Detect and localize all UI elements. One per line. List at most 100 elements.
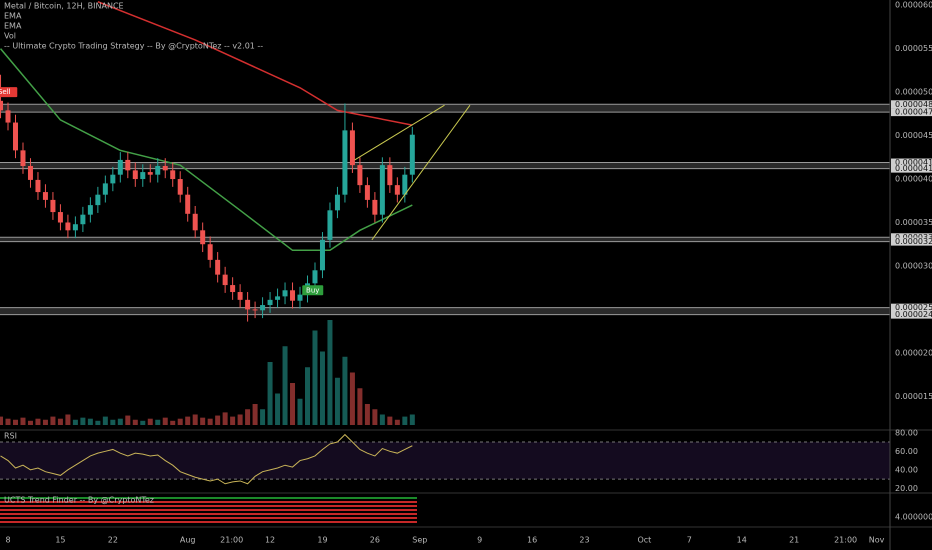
volume-bar: [275, 393, 281, 425]
volume-bar: [170, 420, 176, 425]
candle-body: [177, 179, 183, 195]
volume-bar: [192, 414, 198, 425]
volume-bar: [342, 356, 348, 425]
trend-stripes: [0, 497, 417, 523]
y-tick-label: 40.00: [895, 465, 918, 474]
level-label-box: [891, 108, 932, 117]
volume-bar: [402, 416, 408, 425]
y-tick-label: 60.00: [895, 447, 918, 456]
rsi-line: [0, 433, 413, 485]
candle-body: [162, 166, 168, 171]
x-tick-label: 7: [687, 536, 692, 545]
level-label-box: [891, 233, 932, 242]
x-tick-label: 23: [579, 536, 589, 545]
candle-body: [372, 199, 378, 215]
candle-body: [237, 292, 243, 300]
candle-body: [170, 170, 176, 180]
candle-body: [35, 179, 41, 193]
volume-bar: [387, 416, 393, 425]
volume-bar: [252, 404, 258, 425]
candle-body: [312, 270, 318, 284]
candle-body: [409, 134, 415, 175]
volume-bar: [110, 419, 116, 425]
volume-bar: [140, 420, 146, 425]
candle-body: [0, 100, 4, 111]
level-label: 0.00003280: [895, 237, 932, 246]
volume-bar: [260, 409, 266, 425]
level-label: 0.00004770: [895, 108, 932, 117]
candle-body: [50, 199, 56, 213]
candle-body: [319, 239, 325, 271]
candle-body: [282, 290, 288, 297]
volume-bar: [319, 351, 325, 425]
volume-bar: [394, 419, 400, 425]
x-tick-label: 9: [477, 536, 482, 545]
rsi-band: [0, 442, 890, 480]
volume-bar: [95, 420, 101, 425]
y-tick-label: 4.00000000: [895, 513, 932, 522]
candle-body: [267, 299, 273, 306]
volume-bar: [334, 377, 340, 425]
candle-body: [297, 294, 303, 301]
candle-body: [342, 130, 348, 195]
y-tick-label: 20.00: [895, 484, 918, 493]
volume-bar: [237, 414, 243, 425]
level-label: 0.00004190: [895, 158, 932, 167]
level-label-box: [891, 164, 932, 173]
x-tick-label: 8: [5, 536, 10, 545]
x-tick-label: 16: [527, 536, 537, 545]
volume-bar: [177, 418, 183, 425]
y-tick-label: 80.00: [895, 428, 918, 437]
trend-stripe: [0, 497, 417, 499]
volume-bar: [409, 414, 415, 425]
candle-body: [140, 172, 146, 180]
candle-body: [147, 172, 153, 175]
chart-title: Metal / Bitcoin, 12H, BINANCE: [4, 2, 124, 11]
trend-stripe: [0, 505, 417, 507]
volume-bar: [117, 418, 123, 425]
volume-bar: [20, 417, 26, 425]
ema-line: [97, 1, 413, 126]
volume-bar: [57, 418, 63, 425]
zone: [0, 237, 890, 242]
x-tick-label: 21:00: [220, 536, 243, 545]
x-tick-label: 26: [370, 536, 380, 545]
level-label: 0.00004860: [895, 100, 932, 109]
candle-body: [57, 212, 63, 223]
candle-body: [387, 165, 393, 186]
candle-body: [327, 210, 333, 240]
ema-line: [0, 48, 413, 252]
level-label-box: [891, 310, 932, 319]
candle-body: [357, 165, 363, 186]
candle-body: [364, 185, 370, 200]
zone: [0, 307, 890, 315]
volume-bar: [87, 418, 93, 425]
volume-bar: [215, 415, 221, 425]
volume-bar: [185, 416, 191, 425]
main-layer: [0, 1, 471, 485]
trend-stripe: [0, 521, 417, 523]
trend-stripe: [0, 509, 417, 511]
candle-body: [132, 170, 138, 180]
candle-body: [290, 290, 296, 301]
volume-bar: [5, 418, 11, 425]
volume-bar: [50, 416, 56, 425]
volume-bar: [372, 409, 378, 425]
trend-stripe: [0, 501, 417, 503]
x-tick-label: 22: [108, 536, 118, 545]
x-tick-label: Aug: [180, 536, 196, 545]
level-label: 0.00002520: [895, 303, 932, 312]
x-tick-label: 14: [737, 536, 747, 545]
trend-line: [354, 104, 445, 161]
trend-line: [371, 104, 471, 241]
level-label-box: [891, 158, 932, 167]
signal-box: [0, 87, 18, 98]
y-tick-label: 0.00003500: [895, 218, 932, 227]
volume-bar: [297, 398, 303, 425]
y-tick-label: 0.00004000: [895, 175, 932, 184]
candle-body: [192, 213, 198, 231]
x-tick-label: Nov: [869, 536, 885, 545]
candle-body: [260, 305, 266, 311]
